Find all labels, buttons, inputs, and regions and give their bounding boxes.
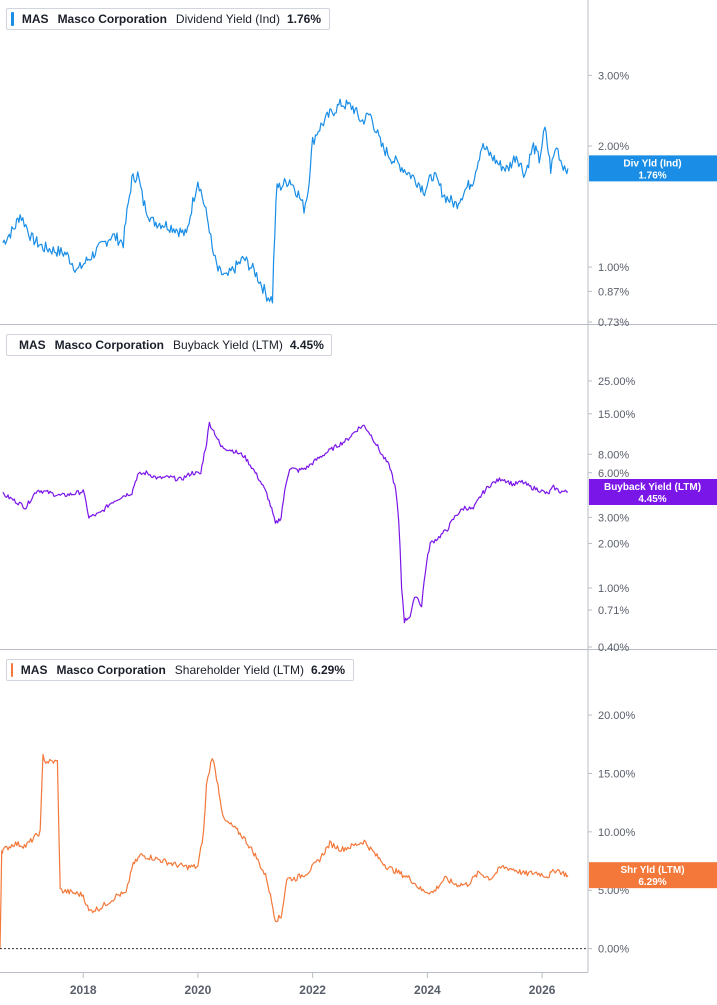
chart-lines [0, 98, 569, 949]
x-tick-label: 2020 [185, 983, 212, 997]
legend-value: 6.29% [310, 663, 345, 677]
x-tick-label: 2022 [299, 983, 326, 997]
legend-value: 4.45% [289, 338, 324, 352]
y-tick-label: 1.00% [598, 583, 629, 595]
price-tag-value: 6.29% [638, 877, 666, 888]
legend-ticker: MAS [20, 663, 48, 677]
legend-shareholder[interactable]: MAS Masco Corporation Shareholder Yield … [6, 659, 354, 681]
price-tag-buyback [589, 478, 717, 505]
price-tag-label: Shr Yld (LTM) [620, 865, 684, 876]
price-tag-shareholder [589, 862, 717, 889]
x-tick-label: 2026 [529, 983, 556, 997]
legend-company: Masco Corporation [54, 338, 165, 352]
legend-swatch-dividend [11, 12, 14, 26]
legend-ticker: MAS [21, 12, 49, 26]
x-tick-label: 2024 [414, 983, 441, 997]
legend-company: Masco Corporation [56, 663, 166, 677]
y-tick-label: 2.00% [598, 141, 629, 153]
legend-swatch-shareholder [11, 663, 13, 677]
y-tick-label: 2.00% [598, 538, 629, 550]
y-tick-label: 20.00% [598, 710, 636, 722]
series-line-shareholder [0, 753, 569, 949]
y-tick-label: 15.00% [598, 768, 636, 780]
y-tick-label: 0.00% [598, 944, 629, 956]
y-tick-label: 0.40% [598, 642, 629, 654]
legend-ticker: MAS [19, 338, 46, 352]
legend-value: 1.76% [286, 12, 321, 26]
price-tag-value: 4.45% [638, 494, 666, 505]
y-tick-label: 1.00% [598, 262, 629, 274]
price-tag-dividend [589, 155, 717, 182]
series-line-buyback [2, 421, 568, 624]
price-tag-label: Buyback Yield (LTM) [604, 482, 701, 493]
legend-metric: Buyback Yield (LTM) [173, 338, 283, 352]
y-tick-label: 5.00% [598, 885, 629, 897]
y-tick-label: 15.00% [598, 409, 636, 421]
legend-metric: Dividend Yield (Ind) [175, 12, 280, 26]
price-tag-value: 1.76% [638, 170, 666, 181]
y-tick-label: 3.00% [598, 70, 629, 82]
y-tick-label: 3.00% [598, 512, 629, 524]
x-tick-label: 2018 [70, 983, 97, 997]
legend-company: Masco Corporation [57, 12, 167, 26]
legend-metric: Shareholder Yield (LTM) [174, 663, 304, 677]
y-tick-label: 0.71% [598, 605, 629, 617]
y-tick-label: 8.00% [598, 449, 629, 461]
price-tags: Div Yld (Ind)1.76% Buyback Yield (LTM)4.4… [589, 155, 717, 889]
y-tick-label: 0.73% [598, 317, 629, 329]
legend-buyback[interactable]: MAS Masco Corporation Buyback Yield (LTM… [6, 334, 332, 356]
price-tag-label: Div Yld (Ind) [623, 158, 681, 169]
y-tick-label: 10.00% [598, 827, 636, 839]
y-tick-label: 0.87% [598, 286, 629, 298]
legend-dividend[interactable]: MAS Masco Corporation Dividend Yield (In… [6, 8, 330, 30]
y-tick-label: 6.00% [598, 468, 629, 480]
series-line-dividend [2, 98, 569, 304]
y-tick-label: 25.00% [598, 376, 636, 388]
